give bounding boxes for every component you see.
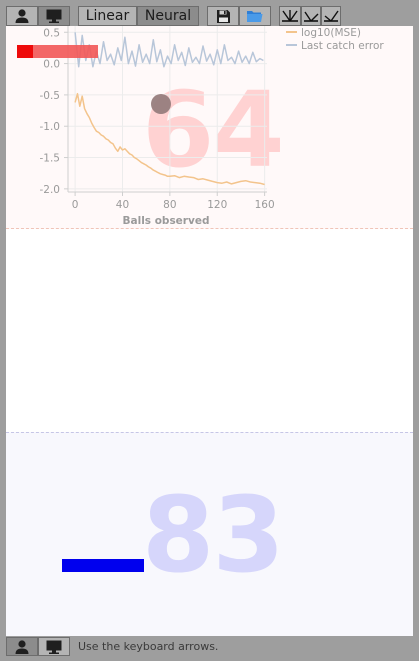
model-option-neural[interactable]: Neural [137,6,199,26]
error-up-icon [304,11,319,22]
save-button[interactable] [207,6,239,26]
x-tick-label: 80 [163,199,176,211]
top-player-computer-button[interactable] [38,6,70,26]
floppy-disk-icon [216,9,230,23]
chart-series [74,32,265,186]
chart-legend: log10(MSE)Last catch error [286,27,384,52]
play-field[interactable]: 64 83 0 40 80 120 160 0.5 0.0 -0.5 -1.0 -1.5 -2.0 … [6,26,413,636]
top-player-zone [6,26,413,229]
y-tick-label: 0.5 [43,27,60,39]
chart-x-axis-label: Balls observed [123,215,210,227]
plot-mode-down-button[interactable] [321,6,341,26]
bottom-paddle[interactable] [62,559,144,572]
monitor-icon [46,640,62,654]
model-option-linear[interactable]: Linear [78,6,137,26]
open-button[interactable] [239,6,271,26]
top-paddle-body [33,45,98,58]
model-option-linear-label: Linear [85,8,130,24]
plot-mode-up-button[interactable] [301,6,321,26]
x-tick-label: 0 [72,199,79,211]
folder-open-icon [247,11,263,22]
x-tick-label: 160 [255,199,275,211]
person-icon [15,639,29,654]
bottom-score: 83 [142,474,285,596]
bottom-toolbar: Use the keyboard arrows. [0,636,419,661]
person-icon [15,9,29,23]
y-tick-label: 0.0 [43,59,60,71]
x-tick-label: 120 [207,199,227,211]
series-line-catch-error [74,32,264,68]
top-player-human-button[interactable] [6,6,38,26]
series-line-mse [74,92,265,186]
bottom-player-zone [6,432,413,636]
ball [151,94,171,114]
controls-hint: Use the keyboard arrows. [78,640,219,653]
top-toolbar: Linear Neural [0,0,419,29]
x-tick-label: 40 [116,199,129,211]
legend-label: Last catch error [301,40,384,52]
y-tick-label: -1.0 [40,121,61,133]
error-down-icon [324,10,339,22]
chart-grid [68,26,267,192]
monitor-icon [46,9,62,23]
top-paddle-core [17,45,33,58]
bottom-player-computer-button[interactable] [38,637,70,656]
bottom-player-human-button[interactable] [6,637,38,656]
chart-ticks: 0 40 80 120 160 0.5 0.0 -0.5 -1.0 -1.5 -2.0 [40,27,275,211]
model-option-neural-label: Neural [144,8,192,24]
top-paddle [17,45,98,58]
y-tick-label: -0.5 [40,90,61,102]
legend-label: log10(MSE) [301,27,361,39]
y-tick-label: -1.5 [40,153,61,165]
error-fan-icon [282,10,298,22]
learning-chart: 0 40 80 120 160 0.5 0.0 -0.5 -1.0 -1.5 -2.0 Balls … [40,26,384,227]
y-tick-label: -2.0 [40,184,61,196]
plot-mode-fan-button[interactable] [279,6,301,26]
